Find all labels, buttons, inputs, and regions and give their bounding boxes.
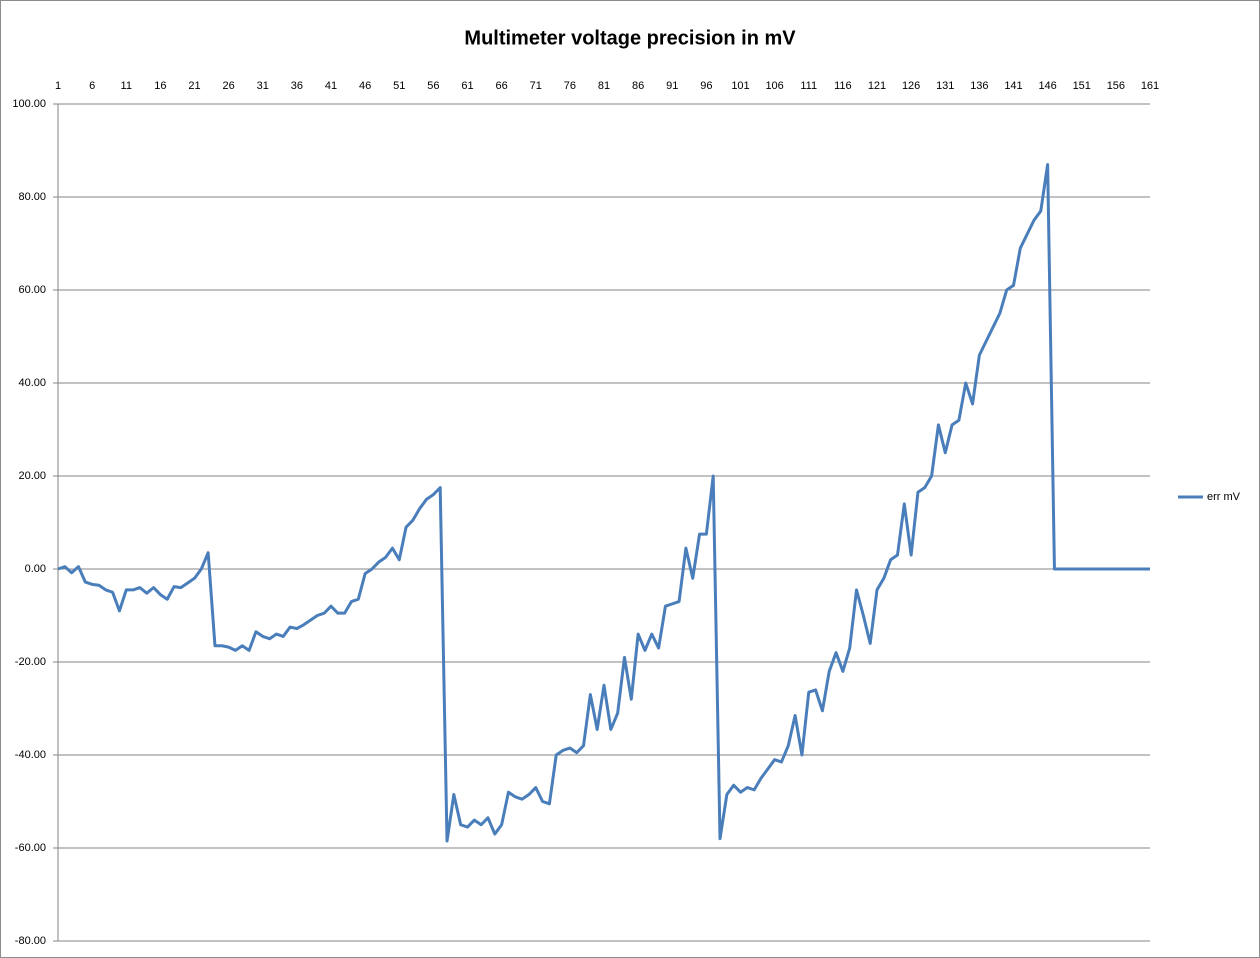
x-tick-label: 101 [731,80,749,92]
y-tick-label: -80.00 [15,935,46,947]
x-tick-label: 131 [936,80,954,92]
x-tick-label: 116 [834,80,852,92]
y-tick-label: 40.00 [18,377,46,389]
x-tick-label: 66 [496,80,508,92]
x-tick-label: 156 [1107,80,1125,92]
x-tick-label: 146 [1038,80,1056,92]
y-tick-label: 100.00 [12,98,46,110]
x-tick-label: 151 [1073,80,1091,92]
x-tick-label: 121 [868,80,886,92]
x-tick-label: 81 [598,80,610,92]
x-tick-label: 36 [291,80,303,92]
data-line [57,162,1150,843]
x-tick-label: 126 [902,80,920,92]
x-tick-label: 6 [89,80,95,92]
y-tick-label: -60.00 [15,842,46,854]
chart-title: Multimeter voltage precision in mV [464,27,796,49]
x-tick-label: 136 [970,80,988,92]
x-tick-label: 51 [393,80,405,92]
x-tick-label: 21 [188,80,200,92]
x-tick-label: 61 [461,80,473,92]
x-tick-label: 106 [765,80,783,92]
x-tick-label: 71 [530,80,542,92]
y-tick-label: -40.00 [15,749,46,761]
x-tick-label: 96 [700,80,712,92]
y-tick-label: 20.00 [18,470,46,482]
y-tick-label: 0.00 [25,563,46,575]
x-tick-label: 141 [1004,80,1022,92]
x-tick-label: 16 [154,80,166,92]
x-tick-label: 11 [121,80,132,92]
x-tick-label: 86 [632,80,644,92]
x-tick-label: 46 [359,80,371,92]
y-tick-label: -20.00 [15,656,46,668]
x-tick-label: 76 [564,80,576,92]
x-tick-label: 41 [325,80,337,92]
y-tick-label: 80.00 [18,191,46,203]
x-tick-label: 91 [666,80,678,92]
x-tick-label: 111 [800,80,817,92]
x-tick-label: 1 [55,80,61,92]
x-tick-label: 161 [1141,80,1159,92]
x-tick-label: 31 [257,80,269,92]
legend-label: err mV [1207,491,1241,503]
x-tick-label: 56 [427,80,439,92]
x-tick-label: 26 [223,80,235,92]
y-tick-label: 60.00 [18,284,46,296]
